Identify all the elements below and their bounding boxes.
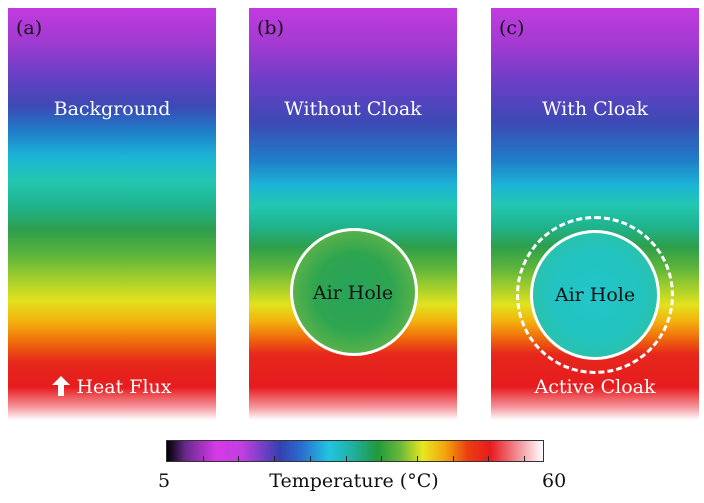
colorbar-tick — [309, 456, 311, 461]
air-hole-label: Air Hole — [312, 282, 394, 304]
air-hole-circle — [290, 228, 418, 356]
colorbar-min-label: 5 — [158, 470, 171, 492]
air-hole-circle — [530, 230, 660, 360]
active-cloak-label: Active Cloak — [534, 376, 656, 398]
colorbar-max-label: 60 — [542, 470, 567, 492]
colorbar-tick — [524, 456, 526, 461]
colorbar-tick — [238, 456, 240, 461]
colorbar-tick — [452, 456, 454, 461]
colorbar-tick — [381, 456, 383, 461]
panel-with-cloak: (c) With Cloak Air Hole Active Cloak — [491, 8, 699, 420]
colorbar-tick — [202, 456, 204, 461]
temperature-colorbar — [166, 440, 544, 462]
heat-flux-label: Heat Flux — [76, 376, 172, 398]
panel-background: (a) Background Heat Flux — [8, 8, 216, 420]
heat-flux-label-group: Heat Flux — [8, 376, 216, 398]
panel-tag: (b) — [257, 17, 284, 39]
air-hole-label: Air Hole — [554, 284, 636, 306]
colorbar-tick — [488, 456, 490, 461]
temperature-field — [249, 8, 457, 420]
panel-tag: (a) — [16, 17, 43, 39]
colorbar-tick — [274, 456, 276, 461]
up-arrow-icon — [52, 376, 71, 396]
colorbar-tick — [417, 456, 419, 461]
panel-tag: (c) — [499, 17, 525, 39]
panel-title: Without Cloak — [284, 98, 422, 120]
colorbar-axis-label: Temperature (°C) — [269, 470, 439, 492]
panel-title: With Cloak — [541, 98, 649, 120]
cloak-boundary-dashed-circle — [516, 216, 674, 374]
colorbar-tick — [345, 456, 347, 461]
panel-without-cloak: (b) Without Cloak Air Hole — [249, 8, 457, 420]
temperature-field — [8, 8, 216, 420]
panel-title: Background — [53, 98, 171, 120]
